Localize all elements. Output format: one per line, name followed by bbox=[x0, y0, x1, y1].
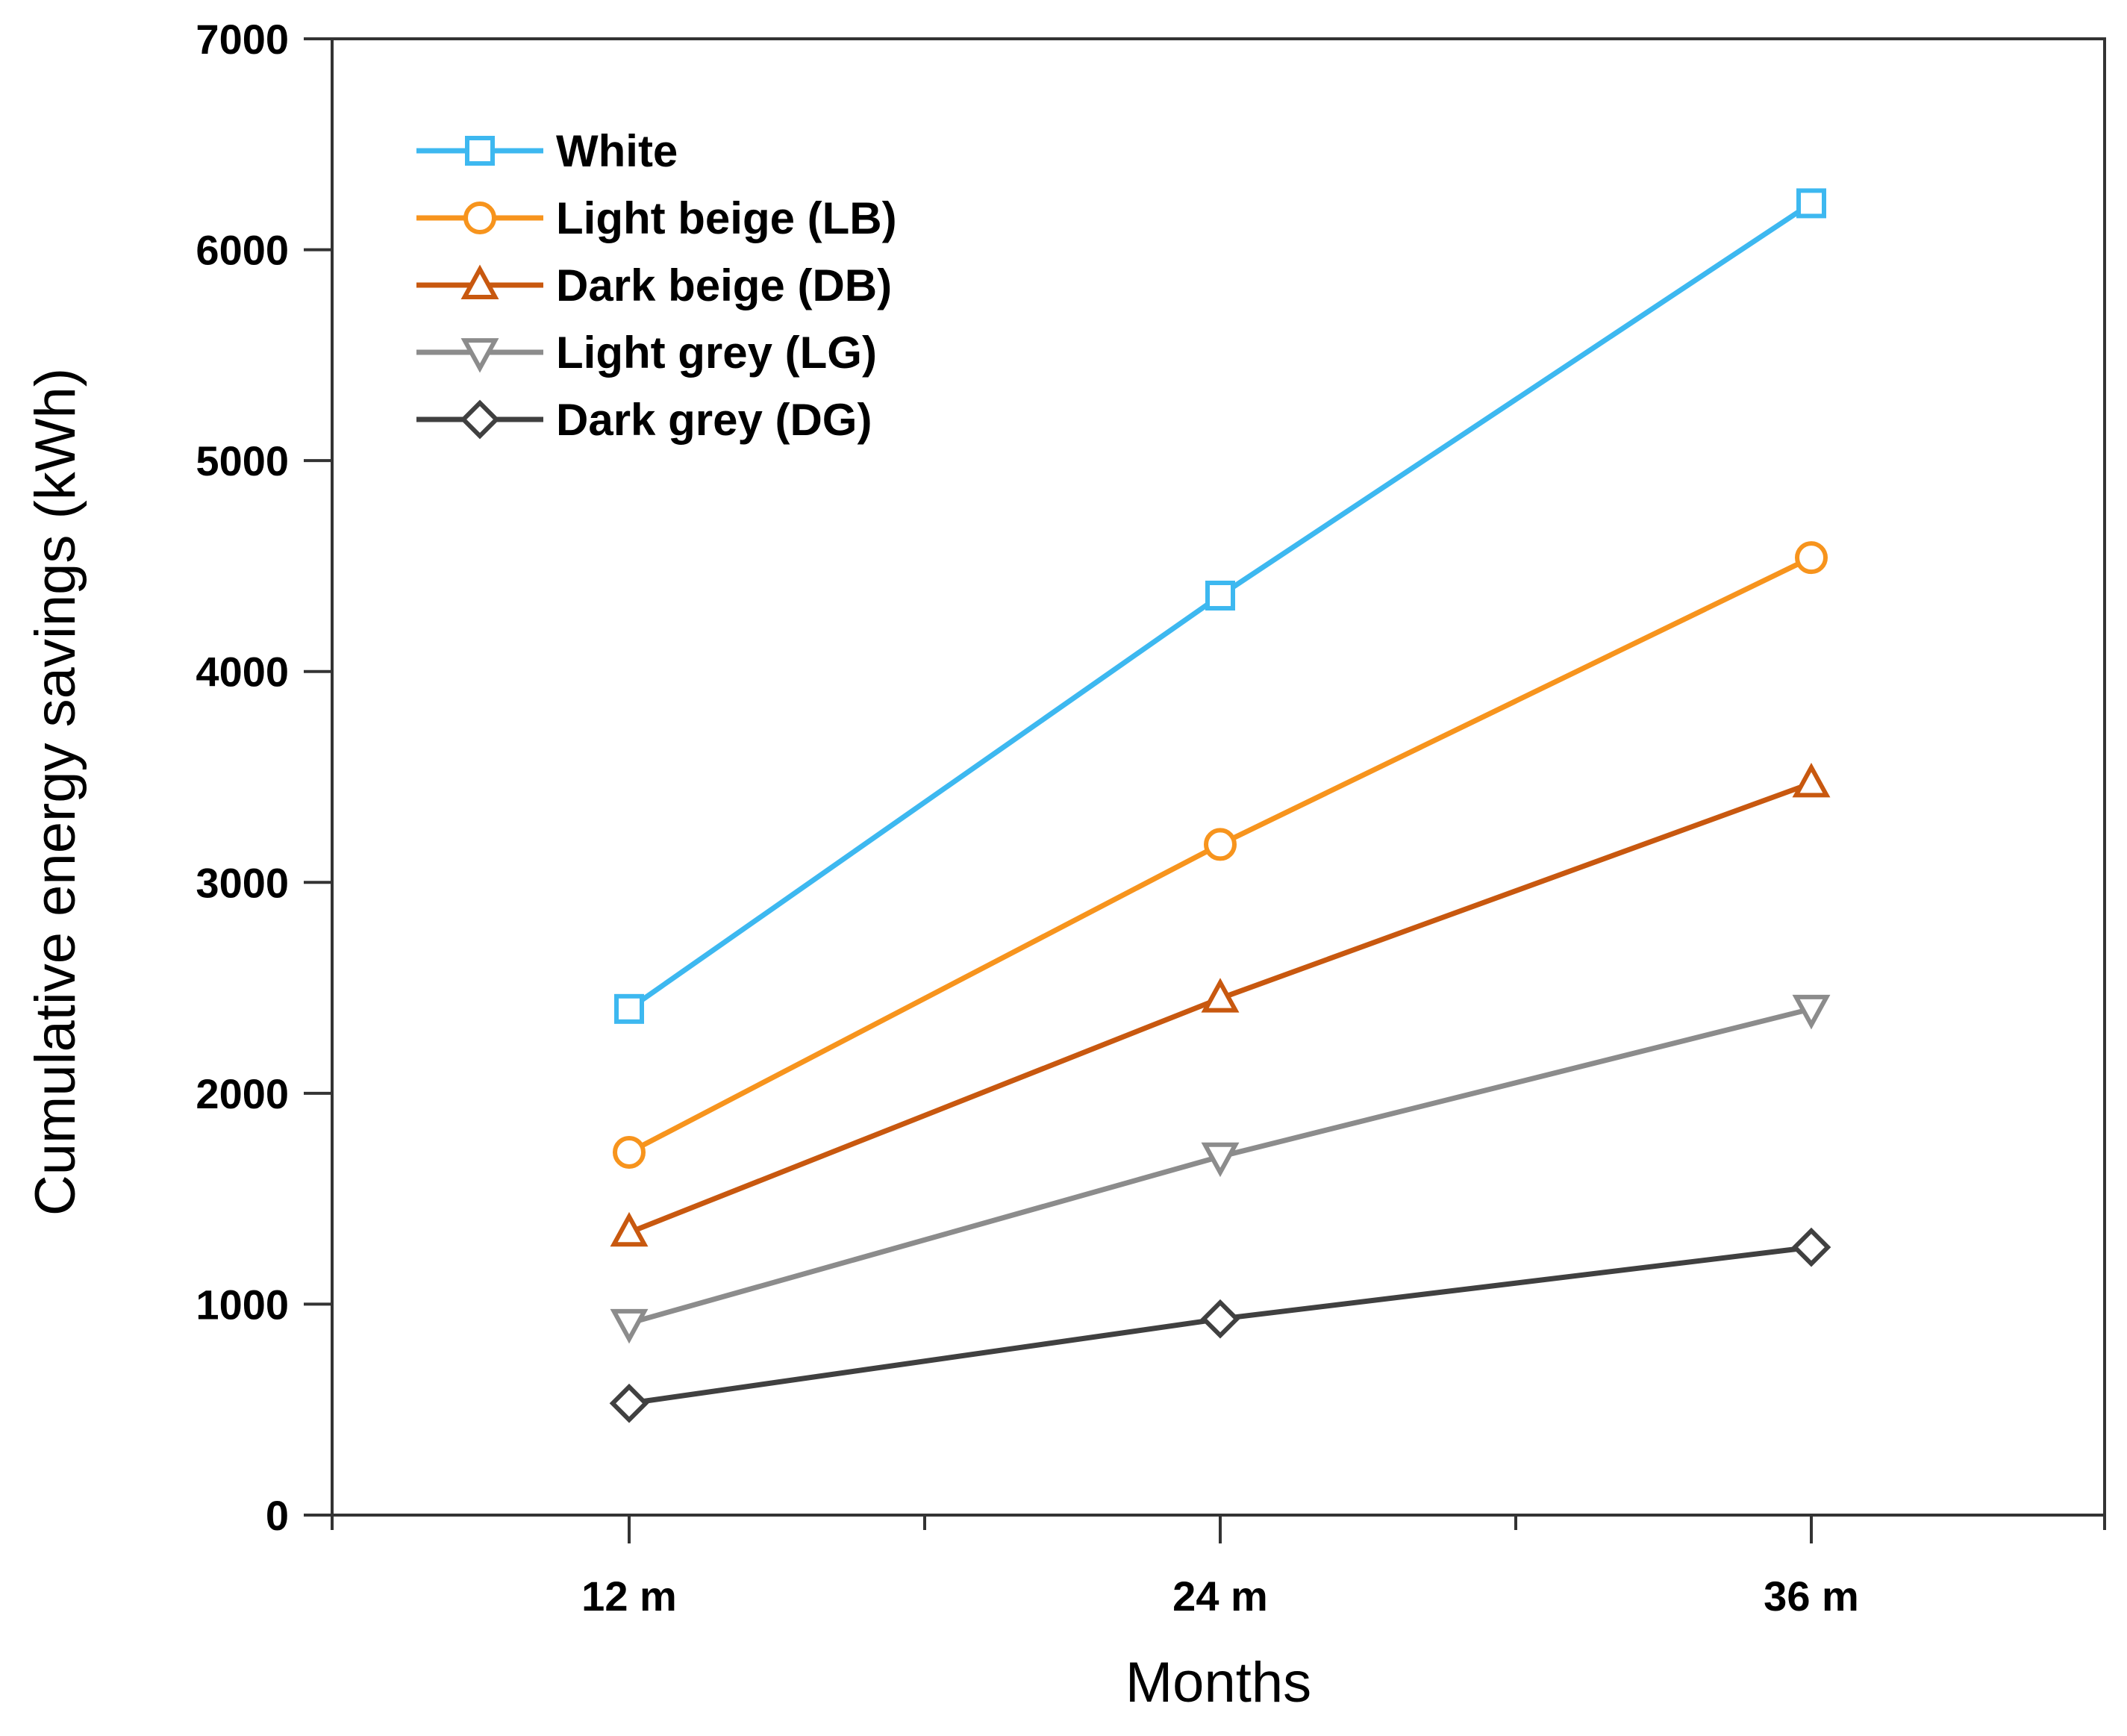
legend-marker bbox=[463, 202, 496, 234]
data-point bbox=[1200, 1299, 1240, 1339]
y-tick-label: 3000 bbox=[196, 859, 289, 906]
series-light-lg bbox=[610, 994, 1831, 1344]
series-dark-db bbox=[610, 762, 1831, 1247]
data-point bbox=[613, 1135, 646, 1169]
legend-marker bbox=[465, 136, 495, 166]
plot-frame bbox=[331, 37, 2106, 1517]
plot-border bbox=[331, 37, 2106, 1517]
legend-label: White bbox=[556, 126, 678, 176]
legend-item: Light grey (LG) bbox=[416, 328, 877, 378]
data-point bbox=[1796, 188, 1826, 219]
legend-marker bbox=[460, 264, 499, 299]
data-point bbox=[610, 1211, 649, 1247]
y-tick-label: 1000 bbox=[196, 1281, 289, 1328]
data-point bbox=[1205, 580, 1235, 611]
legend-item: White bbox=[416, 126, 678, 176]
y-axis: 0 1000 2000 3000 4000 5000 6000 7000 bbox=[196, 16, 332, 1539]
y-axis-title: Cumulative energy savings (kWh) bbox=[24, 368, 87, 1216]
x-tick-label: 12 m bbox=[581, 1573, 677, 1620]
y-tick-label: 6000 bbox=[196, 227, 289, 274]
x-axis: 12 m 24 m 36 m bbox=[331, 1515, 2106, 1620]
legend-label: Light beige (LB) bbox=[556, 193, 897, 243]
data-point bbox=[614, 993, 644, 1024]
y-tick-label: 7000 bbox=[196, 16, 289, 63]
y-tick-label: 4000 bbox=[196, 649, 289, 696]
legend-item: Dark grey (DG) bbox=[416, 395, 872, 445]
data-point bbox=[1792, 994, 1831, 1030]
data-point bbox=[1201, 1142, 1240, 1178]
legend-marker bbox=[460, 338, 499, 373]
data-point bbox=[1201, 978, 1240, 1013]
series-dark-dg bbox=[609, 1227, 1831, 1423]
x-axis-title: Months bbox=[1125, 1651, 1311, 1714]
legend-item: Dark beige (DB) bbox=[416, 260, 892, 310]
legend-item: Light beige (LB) bbox=[416, 193, 897, 243]
series-white bbox=[614, 188, 1826, 1024]
x-tick-label: 36 m bbox=[1764, 1573, 1859, 1620]
data-point bbox=[1795, 541, 1828, 575]
legend-marker bbox=[460, 399, 500, 440]
legend-label: Light grey (LG) bbox=[556, 328, 877, 378]
data-point bbox=[1792, 762, 1831, 798]
data-point bbox=[1204, 828, 1237, 861]
series-layer bbox=[609, 188, 1831, 1423]
y-tick-label: 5000 bbox=[196, 437, 289, 484]
data-point bbox=[610, 1308, 649, 1344]
legend-label: Dark grey (DG) bbox=[556, 395, 872, 445]
legend: White Light beige (LB) Dark beige (DB) Ligh… bbox=[416, 126, 897, 445]
data-point bbox=[609, 1383, 649, 1423]
y-tick-label: 0 bbox=[266, 1492, 289, 1539]
legend-label: Dark beige (DB) bbox=[556, 260, 892, 310]
x-tick-label: 24 m bbox=[1172, 1573, 1268, 1620]
series-light-lb bbox=[613, 541, 1828, 1169]
y-tick-label: 2000 bbox=[196, 1070, 289, 1117]
data-point bbox=[1791, 1227, 1831, 1267]
